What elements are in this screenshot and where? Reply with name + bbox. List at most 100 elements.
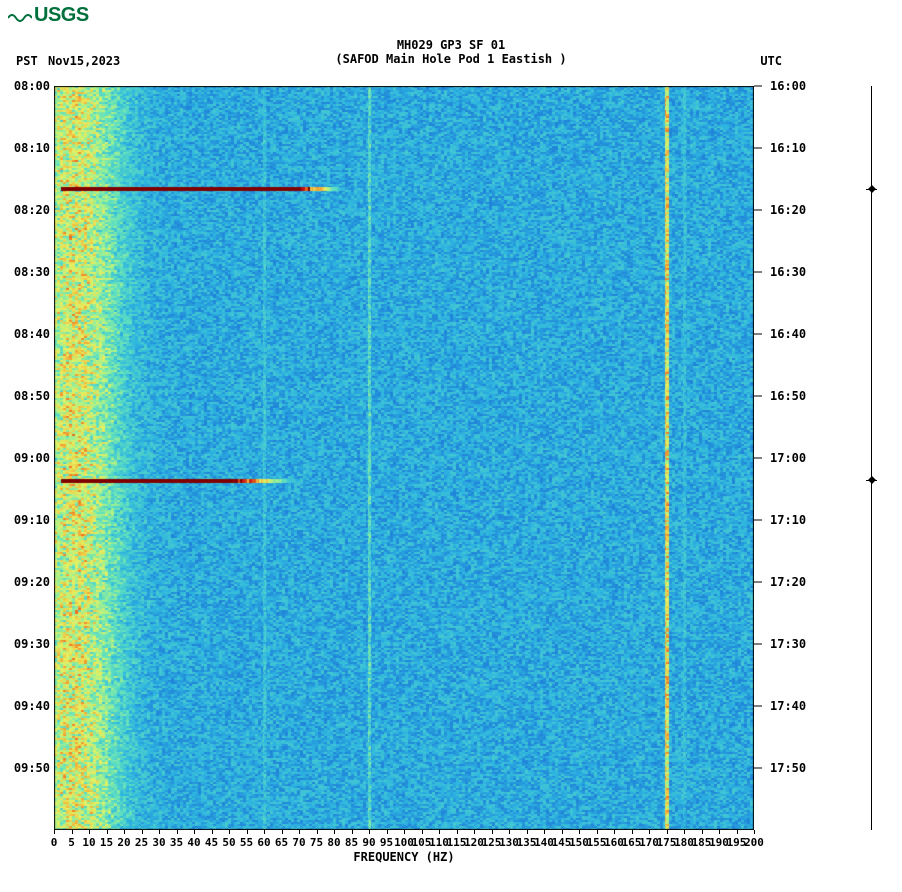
usgs-logo: USGS [8,4,89,27]
event-marker [866,480,877,481]
x-tick-mark [194,830,195,834]
x-tick: 85 [345,836,358,849]
x-tick-mark [632,830,633,834]
y-right-tick-mark [754,458,762,459]
x-tick-mark [282,830,283,834]
y-right-tick-mark [754,582,762,583]
x-tick: 5 [68,836,75,849]
x-tick: 0 [51,836,58,849]
y-right-tick: 17:00 [770,451,806,465]
y-right-tick: 17:30 [770,637,806,651]
y-left-tick: 09:00 [14,451,50,465]
y-right-tick: 17:50 [770,761,806,775]
x-tick: 90 [362,836,375,849]
spectrogram-plot [54,86,754,830]
x-tick-mark [264,830,265,834]
x-tick-mark [684,830,685,834]
x-tick-mark [614,830,615,834]
x-tick-mark [544,830,545,834]
y-right-tick-mark [754,148,762,149]
x-tick-mark [527,830,528,834]
x-tick-mark [719,830,720,834]
x-tick: 40 [187,836,200,849]
x-axis-label: FREQUENCY (HZ) [54,850,754,864]
y-right-tick-mark [754,210,762,211]
x-tick-mark [352,830,353,834]
y-right-tick-mark [754,396,762,397]
x-tick-mark [142,830,143,834]
y-right-tick: 16:40 [770,327,806,341]
x-tick-mark [299,830,300,834]
x-tick-mark [124,830,125,834]
spectrogram-canvas [54,86,754,830]
y-left-tick: 09:30 [14,637,50,651]
x-tick: 55 [240,836,253,849]
x-tick-mark [474,830,475,834]
x-tick-mark [509,830,510,834]
y-left-tick: 08:10 [14,141,50,155]
x-tick-mark [177,830,178,834]
x-tick-mark [754,830,755,834]
x-tick: 95 [380,836,393,849]
x-tick-mark [89,830,90,834]
y-left-tick: 08:40 [14,327,50,341]
y-axis-right: 16:0016:1016:2016:3016:4016:5017:0017:10… [754,86,814,830]
x-tick-mark [54,830,55,834]
x-tick: 10 [82,836,95,849]
usgs-wave-icon [8,10,32,22]
x-tick-mark [107,830,108,834]
x-tick-mark [562,830,563,834]
y-left-tick: 09:50 [14,761,50,775]
x-tick: 45 [205,836,218,849]
y-right-tick: 16:50 [770,389,806,403]
y-right-tick-mark [754,644,762,645]
y-right-tick-mark [754,272,762,273]
x-tick-mark [439,830,440,834]
x-tick: 80 [327,836,340,849]
x-tick-mark [667,830,668,834]
x-tick: 75 [310,836,323,849]
x-tick: 25 [135,836,148,849]
x-tick-mark [159,830,160,834]
x-tick: 15 [100,836,113,849]
y-axis-left: 08:0008:1008:2008:3008:4008:5009:0009:10… [0,86,54,830]
y-left-tick: 08:50 [14,389,50,403]
y-right-tick-mark [754,520,762,521]
event-marker [866,189,877,190]
y-right-tick: 16:00 [770,79,806,93]
x-tick: 200 [744,836,764,849]
x-tick: 35 [170,836,183,849]
y-right-tick: 17:40 [770,699,806,713]
x-tick-mark [404,830,405,834]
y-left-tick: 08:20 [14,203,50,217]
right-timezone-label: UTC [760,54,782,68]
x-tick-mark [737,830,738,834]
y-left-tick: 08:00 [14,79,50,93]
date-label: Nov15,2023 [48,54,120,68]
x-tick-mark [369,830,370,834]
x-tick: 30 [152,836,165,849]
x-tick-mark [72,830,73,834]
x-tick-mark [247,830,248,834]
x-tick-mark [422,830,423,834]
x-tick-mark [649,830,650,834]
x-tick-mark [317,830,318,834]
y-right-tick-mark [754,768,762,769]
y-right-tick: 16:20 [770,203,806,217]
left-timezone-label: PST [16,54,38,68]
y-right-tick: 17:10 [770,513,806,527]
event-marker-scale [871,86,872,830]
x-tick: 70 [292,836,305,849]
y-right-tick-mark [754,334,762,335]
plot-title: MH029 GP3 SF 01 [0,38,902,52]
x-tick: 50 [222,836,235,849]
y-left-tick: 09:10 [14,513,50,527]
x-tick: 65 [275,836,288,849]
x-tick: 20 [117,836,130,849]
logo-text: USGS [34,4,89,26]
y-left-tick: 09:20 [14,575,50,589]
x-tick-mark [702,830,703,834]
x-tick-mark [457,830,458,834]
x-tick-mark [229,830,230,834]
x-tick-mark [212,830,213,834]
